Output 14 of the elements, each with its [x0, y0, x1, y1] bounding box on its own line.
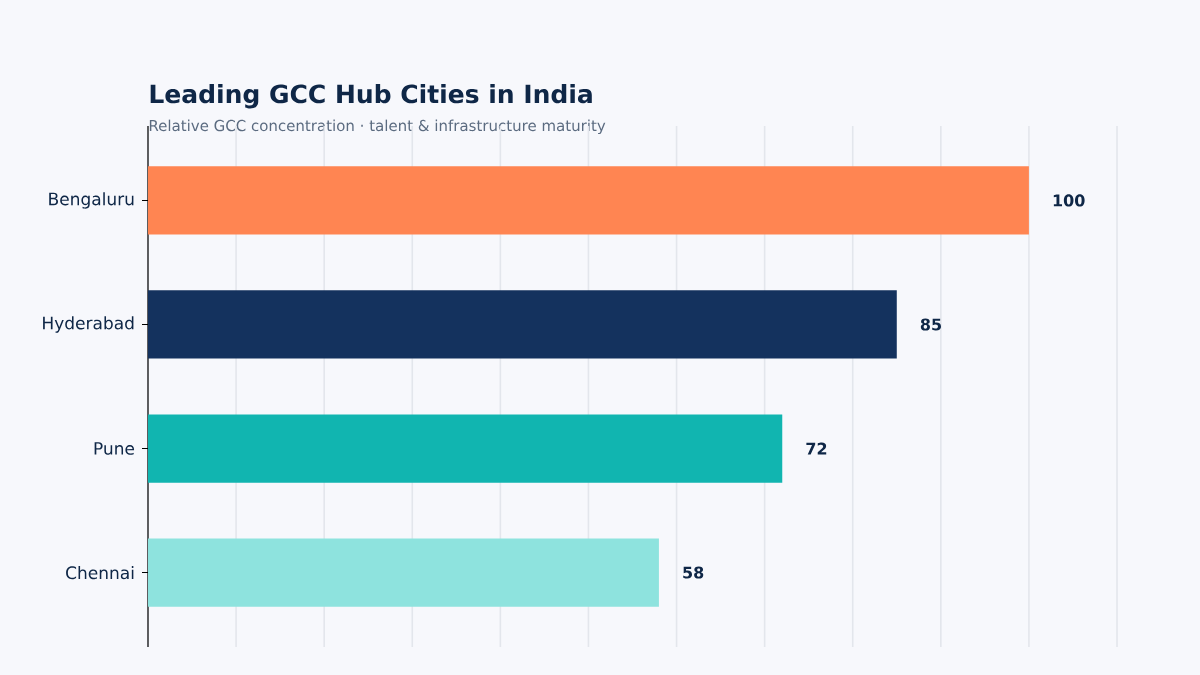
chart-subtitle: Relative GCC concentration · talent & infrastructure maturity	[149, 119, 606, 135]
data-label: 85	[920, 318, 941, 331]
bar	[148, 166, 1029, 235]
y-tick-label: Bengaluru	[49, 192, 134, 209]
data-label: 72	[806, 442, 827, 455]
chart-title: Leading GCC Hub Cities in India	[150, 83, 592, 109]
data-label: 100	[1053, 194, 1085, 207]
data-label: 58	[683, 566, 704, 579]
bar	[148, 290, 897, 359]
y-tick-label: Pune	[94, 442, 135, 455]
bar	[148, 414, 783, 483]
y-tick-label: Chennai	[66, 565, 134, 580]
bar	[148, 538, 659, 607]
y-tick-label: Hyderabad	[43, 316, 134, 333]
